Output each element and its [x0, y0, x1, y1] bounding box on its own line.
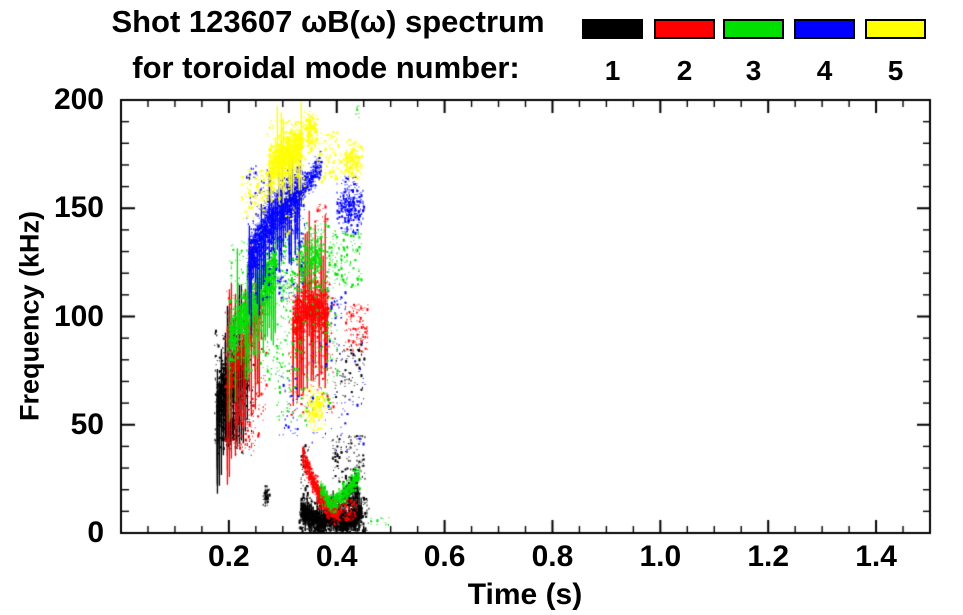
- legend-label-3: 3: [745, 55, 762, 86]
- legend-label-5: 5: [887, 55, 904, 86]
- legend-label-2: 2: [676, 55, 693, 86]
- legend-swatch-5: [865, 19, 926, 39]
- x-tick-label-1.0: 1.0: [639, 540, 682, 573]
- x-tick-label-0.2: 0.2: [208, 540, 250, 573]
- y-tick-label-50: 50: [70, 407, 104, 441]
- x-tick-label-0.6: 0.6: [423, 540, 466, 573]
- legend-swatch-3: [723, 19, 784, 39]
- legend-label-1: 1: [604, 55, 621, 86]
- legend-swatch-4: [794, 19, 855, 39]
- y-tick-label-100: 100: [53, 299, 104, 333]
- legend-label-4: 4: [816, 55, 833, 86]
- x-axis-label: Time (s): [467, 578, 583, 611]
- x-tick-label-0.4: 0.4: [315, 540, 358, 573]
- plot-title-line1: Shot 123607 ωB(ω) spectrum: [111, 4, 545, 39]
- x-tick-label-1.4: 1.4: [855, 540, 897, 573]
- y-tick-label-200: 200: [53, 83, 104, 116]
- y-tick-label-0: 0: [87, 516, 104, 549]
- x-tick-label-0.8: 0.8: [531, 540, 574, 573]
- plot-title-line2: for toroidal mode number:: [132, 50, 520, 85]
- y-tick-label-150: 150: [53, 191, 104, 225]
- legend-swatch-2: [654, 19, 715, 39]
- x-tick-label-1.2: 1.2: [747, 540, 790, 573]
- legend-swatch-1: [582, 19, 643, 39]
